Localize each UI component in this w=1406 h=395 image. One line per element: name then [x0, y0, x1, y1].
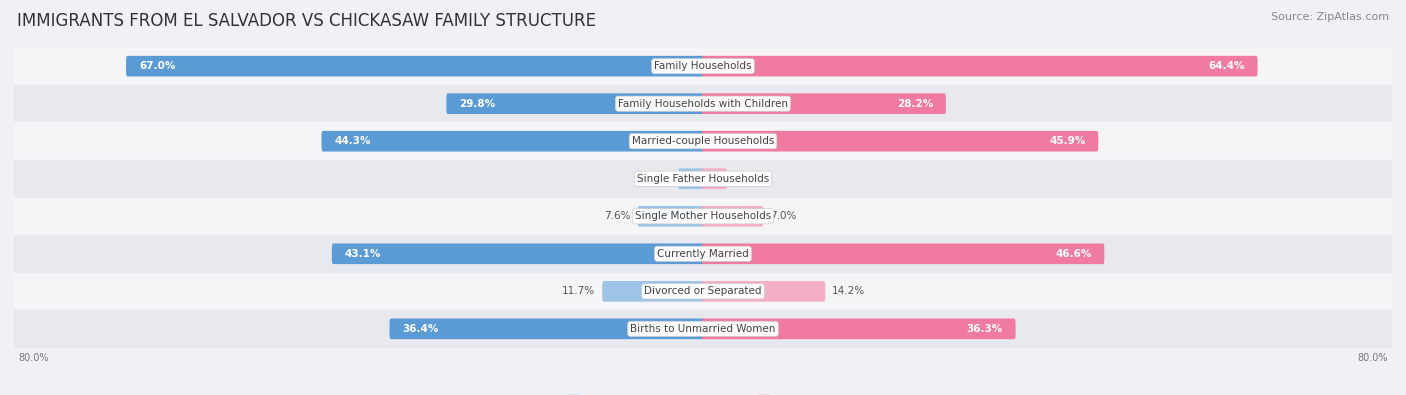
Text: 64.4%: 64.4% [1208, 61, 1244, 71]
Bar [14, 85, 1392, 122]
FancyBboxPatch shape [702, 93, 946, 114]
FancyBboxPatch shape [446, 93, 704, 114]
FancyBboxPatch shape [389, 318, 704, 339]
FancyBboxPatch shape [678, 168, 704, 189]
FancyBboxPatch shape [322, 131, 704, 152]
Text: Source: ZipAtlas.com: Source: ZipAtlas.com [1271, 12, 1389, 22]
Text: Family Households: Family Households [654, 61, 752, 71]
Text: 29.8%: 29.8% [460, 99, 495, 109]
FancyBboxPatch shape [702, 56, 1257, 77]
Text: Births to Unmarried Women: Births to Unmarried Women [630, 324, 776, 334]
Text: 80.0%: 80.0% [18, 353, 49, 363]
FancyBboxPatch shape [702, 168, 727, 189]
FancyBboxPatch shape [702, 318, 1015, 339]
FancyBboxPatch shape [702, 243, 1104, 264]
Text: 67.0%: 67.0% [139, 61, 176, 71]
Text: Divorced or Separated: Divorced or Separated [644, 286, 762, 296]
Text: Family Households with Children: Family Households with Children [619, 99, 787, 109]
Text: 36.3%: 36.3% [966, 324, 1002, 334]
FancyBboxPatch shape [127, 56, 704, 77]
Text: 43.1%: 43.1% [344, 249, 381, 259]
FancyBboxPatch shape [602, 281, 704, 302]
Text: 14.2%: 14.2% [832, 286, 865, 296]
Text: Single Mother Households: Single Mother Households [636, 211, 770, 221]
Bar [14, 310, 1392, 348]
Bar [14, 122, 1392, 160]
Text: 2.9%: 2.9% [644, 174, 671, 184]
Text: 36.4%: 36.4% [402, 324, 439, 334]
Text: 45.9%: 45.9% [1049, 136, 1085, 146]
Text: 11.7%: 11.7% [562, 286, 595, 296]
Text: 28.2%: 28.2% [897, 99, 934, 109]
Text: 46.6%: 46.6% [1054, 249, 1091, 259]
Text: 7.0%: 7.0% [770, 211, 797, 221]
Text: IMMIGRANTS FROM EL SALVADOR VS CHICKASAW FAMILY STRUCTURE: IMMIGRANTS FROM EL SALVADOR VS CHICKASAW… [17, 12, 596, 30]
Text: 44.3%: 44.3% [335, 136, 371, 146]
Text: 2.8%: 2.8% [734, 174, 761, 184]
FancyBboxPatch shape [637, 206, 704, 227]
Text: Single Father Households: Single Father Households [637, 174, 769, 184]
Text: 7.6%: 7.6% [605, 211, 631, 221]
FancyBboxPatch shape [702, 281, 825, 302]
Legend: Immigrants from El Salvador, Chickasaw: Immigrants from El Salvador, Chickasaw [565, 391, 841, 395]
Bar [14, 198, 1392, 235]
Bar [14, 235, 1392, 273]
FancyBboxPatch shape [702, 131, 1098, 152]
FancyBboxPatch shape [332, 243, 704, 264]
Text: Currently Married: Currently Married [657, 249, 749, 259]
Bar [14, 273, 1392, 310]
FancyBboxPatch shape [702, 206, 763, 227]
Bar [14, 160, 1392, 198]
Bar [14, 47, 1392, 85]
Text: 80.0%: 80.0% [1357, 353, 1388, 363]
Text: Married-couple Households: Married-couple Households [631, 136, 775, 146]
